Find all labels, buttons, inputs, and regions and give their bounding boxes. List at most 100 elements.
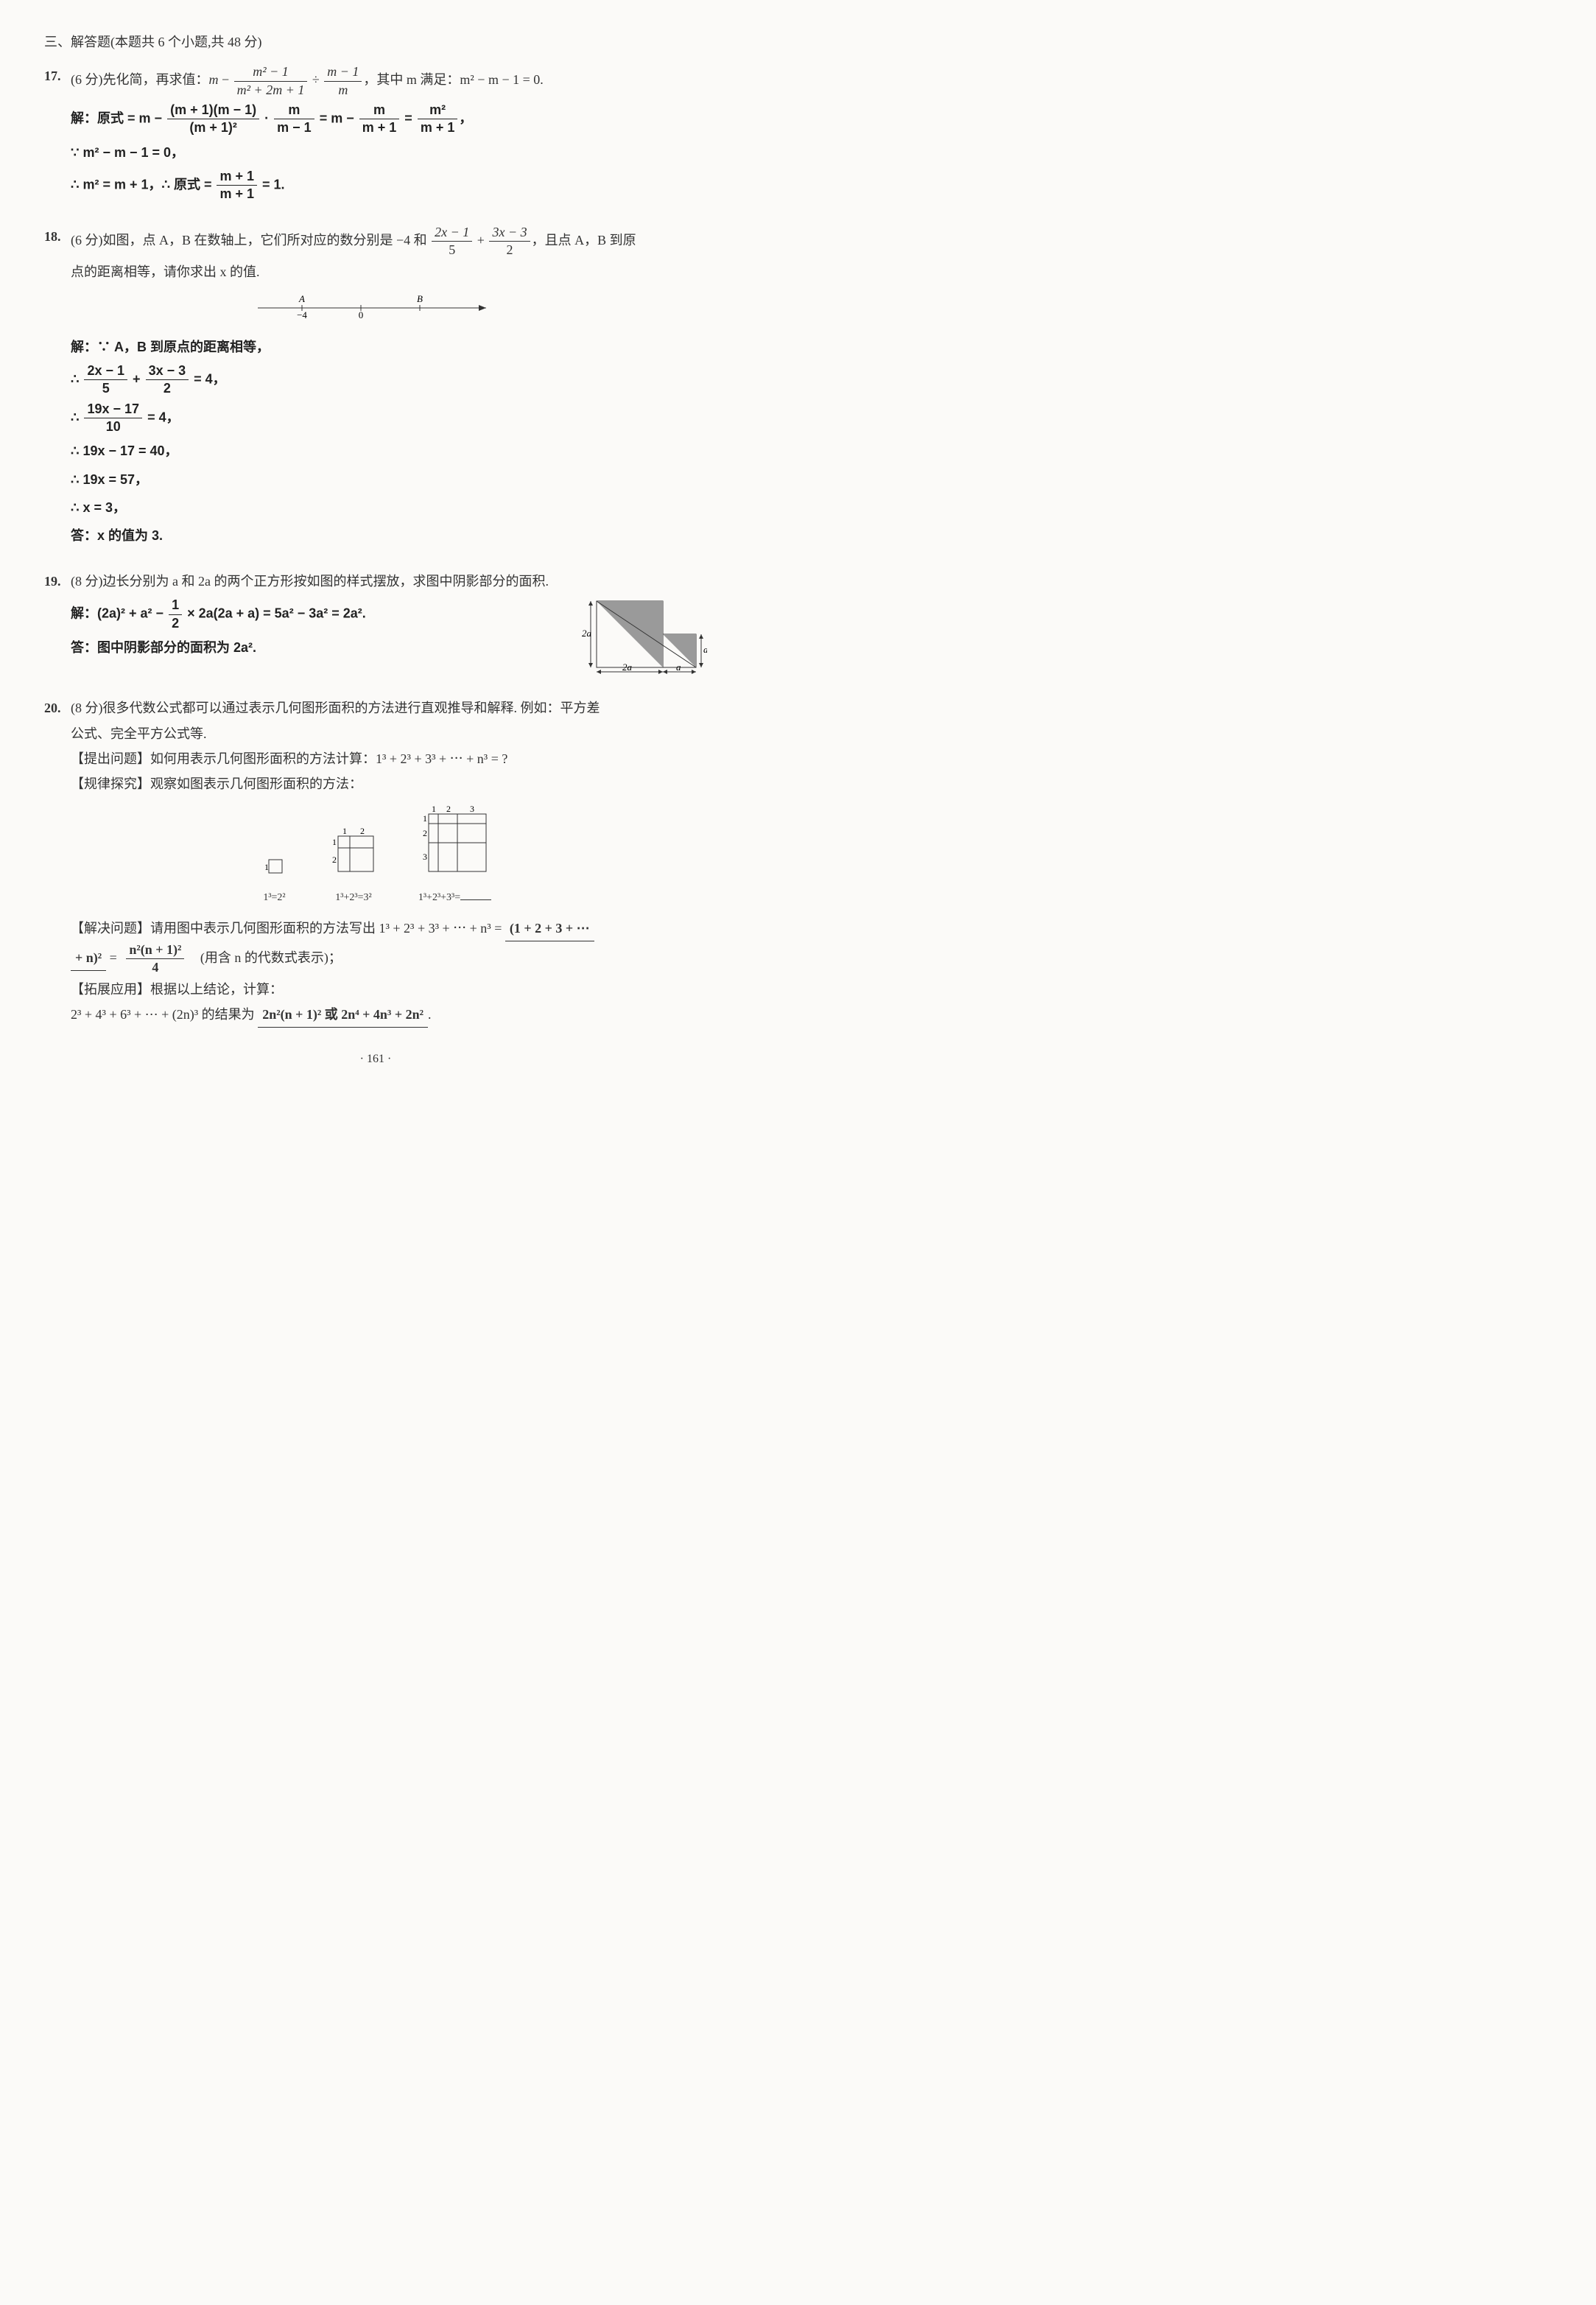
- period: .: [428, 1007, 432, 1022]
- n2: 2: [423, 828, 427, 838]
- frac-num: m − 1: [324, 63, 362, 81]
- solution-17: 解：原式 = m − (m + 1)(m − 1)(m + 1)² · mm −…: [71, 102, 707, 203]
- n1: 1: [332, 837, 337, 847]
- sol-line: ∵ m² − m − 1 = 0，: [71, 140, 707, 165]
- t: 2³ + 4³ + 6³ + ⋯ + (2n)³ 的结果为: [71, 1007, 255, 1022]
- frac-den: m² + 2m + 1: [234, 82, 308, 99]
- t: 解：(2a)² + a² −: [71, 606, 164, 621]
- cube-figures: 1 1³=2² 1 2 1 2 1³+2³=3² 1: [44, 804, 707, 908]
- t: 如何用表示几何图形面积的方法计算：1³ + 2³ + 3³ + ⋯ + n³ =…: [150, 751, 507, 766]
- t: ，且点 A，B 到原: [532, 233, 636, 248]
- caption-2: 1³+2³=3²: [328, 888, 379, 908]
- problem-17: 17. (6 分)先化简，再求值：m − m² − 1m² + 2m + 1 ÷…: [44, 63, 707, 203]
- t: m −: [139, 111, 163, 126]
- squares-figure: 2a a 2a a: [582, 594, 707, 675]
- t: 如图，点 A，B 在数轴上，它们所对应的数分别是 −4 和: [103, 233, 427, 248]
- t: 请用图中表示几何图形面积的方法写出 1³ + 2³ + 3³ + ⋯ + n³ …: [150, 921, 502, 936]
- frac-den: m + 1: [359, 119, 400, 136]
- solution-18: 解：∵ A，B 到原点的距离相等， ∴ 2x − 15 + 3x − 32 = …: [71, 334, 707, 549]
- t: ∴: [71, 410, 79, 424]
- answer-blank-1b: + n)²: [71, 945, 106, 971]
- frac-den: m − 1: [274, 119, 314, 136]
- eq: =: [110, 950, 117, 965]
- frac-num: m: [359, 102, 400, 119]
- cube-fig-2: 1 2 1 2: [328, 826, 379, 877]
- t: ∴ m² = m + 1，∴ 原式 =: [71, 178, 211, 192]
- tag-extend: 【拓展应用】: [71, 982, 150, 997]
- section-title: 三、解答题(本题共 6 个小题,共 48 分): [44, 29, 707, 55]
- axis-label-A: A: [298, 293, 305, 304]
- eq: =: [404, 111, 412, 126]
- tag-solve: 【解决问题】: [71, 921, 150, 936]
- axis-label-B: B: [417, 293, 423, 304]
- t: 根据以上结论，计算：: [150, 982, 283, 997]
- n2: 2: [332, 855, 337, 865]
- frac-den: 2: [169, 615, 182, 632]
- sol-line: ∴ 19x = 57，: [71, 467, 707, 492]
- dim-a-v: a: [703, 644, 707, 655]
- n1: 1: [423, 813, 427, 824]
- dot: ·: [264, 111, 269, 126]
- frac-den: 10: [84, 418, 142, 435]
- n2: 2: [446, 804, 451, 814]
- axis-zero: 0: [359, 309, 364, 320]
- points: (6 分): [71, 72, 103, 87]
- frac-den: m + 1: [418, 119, 458, 136]
- frac-num: 3x − 3: [146, 362, 189, 380]
- n3: 3: [470, 804, 474, 814]
- answer-blank-2: 2n²(n + 1)² 或 2n⁴ + 4n³ + 2n²: [258, 1002, 428, 1028]
- prob-text: (8 分)边长分别为 a 和 2a 的两个正方形按如图的样式摆放，求图中阴影部分…: [71, 569, 707, 594]
- points: (8 分): [71, 701, 103, 715]
- prob-number: 19.: [44, 569, 71, 594]
- problem-20: 20. (8 分)很多代数公式都可以通过表示几何图形面积的方法进行直观推导和解释…: [44, 695, 707, 1028]
- t: 边长分别为 a 和 2a 的两个正方形按如图的样式摆放，求图中阴影部分的面积.: [103, 574, 549, 589]
- prob-text: (6 分)先化简，再求值：m − m² − 1m² + 2m + 1 ÷ m −…: [71, 63, 707, 99]
- frac-num: 19x − 17: [84, 401, 142, 418]
- sol-line: 答：x 的值为 3.: [71, 523, 707, 548]
- tag-explore: 【规律探究】: [71, 776, 150, 791]
- frac-num: m + 1: [217, 168, 257, 186]
- t: = 4，: [147, 410, 180, 424]
- frac-den: 2: [146, 380, 189, 397]
- points: (8 分): [71, 574, 103, 589]
- sol-line: 解：∵ A，B 到原点的距离相等，: [71, 334, 707, 359]
- eq: = m −: [320, 111, 354, 126]
- frac-num: m: [274, 102, 314, 119]
- points: (6 分): [71, 233, 103, 248]
- caption-3: 1³+2³+3³=: [418, 892, 460, 903]
- prob-number: 20.: [44, 695, 71, 720]
- frac-den: (m + 1)²: [167, 119, 259, 136]
- plus: +: [477, 233, 485, 248]
- cube-fig-3: 1 2 3 1 2 3: [418, 804, 492, 877]
- n1: 1: [432, 804, 436, 814]
- expr-m: m: [209, 72, 219, 87]
- caption-1: 1³=2²: [260, 888, 289, 908]
- number-line-figure: A B −4 0: [250, 293, 501, 323]
- prob-number: 18.: [44, 224, 71, 249]
- tag-question: 【提出问题】: [71, 751, 150, 766]
- comma: ，: [459, 111, 472, 126]
- sol-line: ∴ x = 3，: [71, 495, 707, 520]
- t: 很多代数公式都可以通过表示几何图形面积的方法进行直观推导和解释. 例如：平方差: [103, 701, 600, 715]
- frac-den: 5: [84, 380, 127, 397]
- cube-fig-1: 1: [260, 841, 289, 877]
- t: 公式、完全平方公式等.: [71, 721, 707, 746]
- dim-2a-h: 2a: [622, 662, 633, 673]
- frac-num: m²: [418, 102, 458, 119]
- t: 观察如图表示几何图形面积的方法: [150, 776, 349, 791]
- frac-num: 2x − 1: [84, 362, 127, 380]
- problem-18: 18. (6 分)如图，点 A，B 在数轴上，它们所对应的数分别是 −4 和 2…: [44, 224, 707, 548]
- frac-num: 2x − 1: [432, 224, 472, 242]
- blank-caption: [460, 899, 491, 900]
- frac-num: n²(n + 1)²: [126, 941, 184, 959]
- prob-text: (8 分)很多代数公式都可以通过表示几何图形面积的方法进行直观推导和解释. 例如…: [71, 695, 707, 720]
- div-sign: ÷: [312, 72, 320, 87]
- t: × 2a(2a + a) = 5a² − 3a² = 2a².: [187, 606, 366, 621]
- t: (用含 n 的代数式表示)；: [200, 950, 342, 965]
- frac-num: m² − 1: [234, 63, 308, 81]
- frac-num: 1: [169, 597, 182, 614]
- prob-text-cont: 点的距离相等，请你求出 x 的值.: [71, 259, 707, 284]
- t: + n)²: [75, 950, 102, 965]
- dim-a-h: a: [676, 662, 681, 673]
- n2: 2: [360, 826, 365, 836]
